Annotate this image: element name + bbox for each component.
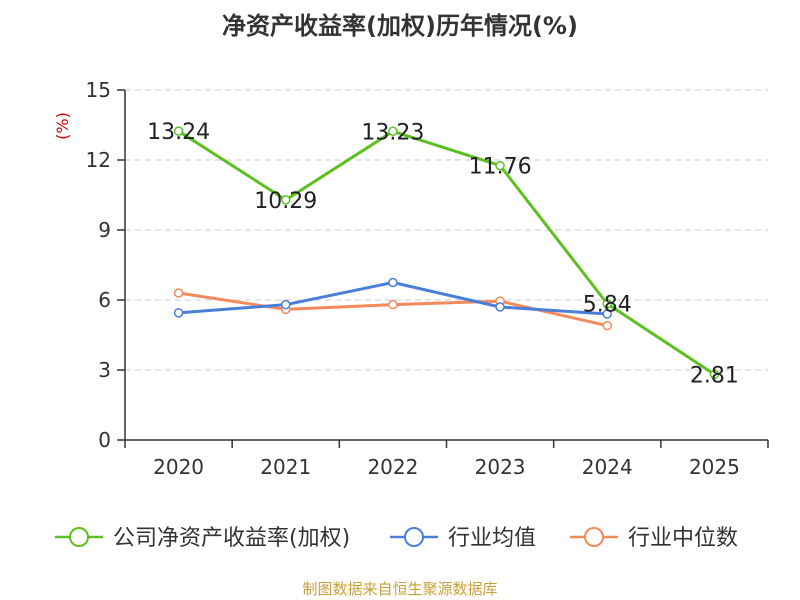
- source-note: 制图数据来自恒生聚源数据库: [302, 580, 498, 598]
- data-point: [495, 160, 505, 171]
- data-point: [281, 195, 291, 205]
- data-point: [173, 308, 184, 318]
- data-point: [388, 277, 398, 288]
- data-point: [602, 309, 612, 319]
- legend-marker: [404, 527, 424, 547]
- y-tick-label: 0: [98, 428, 111, 452]
- data-point: [173, 126, 184, 136]
- data-label: 13.24: [147, 120, 210, 145]
- data-label: 5.84: [583, 293, 632, 318]
- data-label: 10.29: [254, 189, 317, 214]
- data-point: [388, 299, 398, 310]
- y-tick-label: 15: [86, 78, 111, 102]
- legend-label: 公司净资产收益率(加权): [113, 526, 350, 551]
- series-line: [177, 129, 716, 376]
- x-tick-label: 2025: [689, 455, 740, 479]
- legend: 公司净资产收益率(加权) 行业均值 行业中位数: [55, 526, 738, 551]
- legend-label: 行业均值: [448, 526, 536, 551]
- data-label: 2.81: [690, 363, 739, 388]
- data-point: [281, 299, 291, 310]
- grid-lines: [125, 89, 768, 371]
- x-tick-label: 2020: [153, 455, 204, 479]
- legend-label: 行业中位数: [628, 526, 738, 551]
- chart-title: 净资产收益率(加权)历年情况(%): [222, 12, 578, 40]
- data-labels: 13.24 10.29 13.23 11.76 5.84 2.81: [147, 120, 739, 388]
- y-tick-label: 3: [98, 358, 111, 382]
- x-tick-label: 2022: [367, 455, 418, 479]
- data-point: [388, 126, 398, 137]
- data-point: [495, 302, 505, 312]
- series-lines: [173, 126, 720, 380]
- data-label: 11.76: [469, 155, 532, 180]
- x-tick-label: 2024: [582, 455, 633, 479]
- axes: 0 3 6 9 12 15 2020 2021 2022 2023 2024 2025: [86, 78, 769, 479]
- data-point: [602, 298, 612, 309]
- y-tick-label: 12: [86, 148, 111, 172]
- x-tick-label: 2021: [260, 455, 311, 479]
- x-tick-label: 2023: [475, 455, 526, 479]
- data-point: [709, 369, 720, 380]
- legend-marker: [584, 527, 604, 547]
- y-tick-label: 6: [98, 288, 111, 312]
- y-axis-label: (%): [53, 112, 72, 140]
- data-point: [602, 320, 612, 331]
- data-label: 13.23: [361, 120, 424, 145]
- data-point: [173, 288, 184, 298]
- legend-marker: [69, 527, 89, 547]
- y-tick-label: 9: [98, 218, 111, 242]
